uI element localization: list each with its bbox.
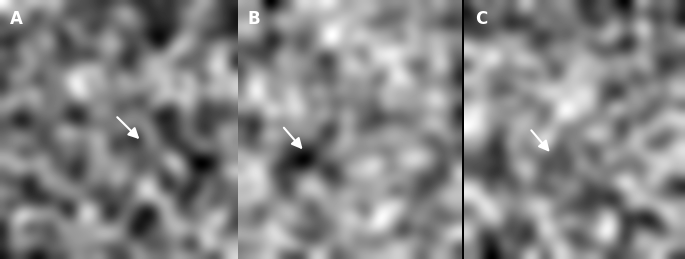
Text: C: C [475,10,488,28]
Text: A: A [10,10,23,28]
Text: B: B [247,10,260,28]
